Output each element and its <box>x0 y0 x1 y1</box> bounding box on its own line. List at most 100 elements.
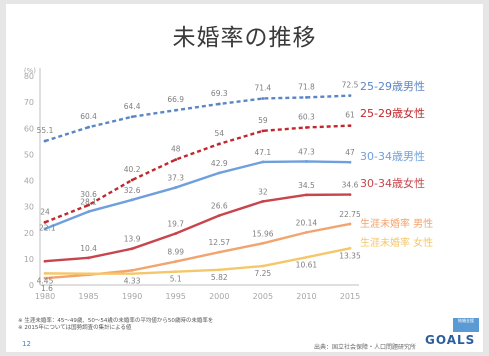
x-tick-label: 1995 <box>166 292 186 301</box>
data-point <box>349 94 352 97</box>
series-line <box>45 126 350 223</box>
data-label: 71.4 <box>255 83 272 92</box>
data-point <box>305 193 308 196</box>
data-label: 66.9 <box>167 95 184 104</box>
y-tick-label: 60 <box>24 124 34 133</box>
data-label: 59 <box>258 116 268 125</box>
data-label: 22.75 <box>339 210 361 219</box>
data-label: 1.6 <box>41 284 53 293</box>
series-legend-label: 30-34歳男性 <box>360 149 425 163</box>
data-label: 72.5 <box>342 81 359 90</box>
y-axis-unit: (%) <box>24 67 36 75</box>
data-point <box>174 260 177 263</box>
data-label: 32.6 <box>124 186 141 195</box>
data-point <box>174 109 177 112</box>
footnote-2: ※ 2015年については国勢調査の集計による値 <box>18 325 131 332</box>
slide-number: 12 <box>22 340 31 348</box>
data-label: 12.57 <box>209 238 231 247</box>
data-point <box>261 97 264 100</box>
data-point <box>87 210 90 213</box>
data-point <box>261 265 264 268</box>
data-point <box>218 172 221 175</box>
x-tick-label: 2005 <box>253 292 273 301</box>
footnote-1: ※ 生涯未婚率：45～49歳、50～54歳の未婚率の平均値から50歳時の未婚率を <box>18 318 213 325</box>
data-label: 4.33 <box>124 277 141 286</box>
data-point <box>87 126 90 129</box>
data-point <box>218 103 221 106</box>
data-label: 61 <box>345 111 355 120</box>
data-point <box>44 140 47 143</box>
data-label: 20.14 <box>296 218 318 227</box>
data-label: 10.4 <box>80 244 97 253</box>
data-point <box>349 161 352 164</box>
data-label: 54 <box>215 129 225 138</box>
data-point <box>131 115 134 118</box>
data-point <box>305 160 308 163</box>
data-label: 19.7 <box>167 220 184 229</box>
logo-badge: 結婚支援 <box>453 318 479 332</box>
data-label: 60.3 <box>298 112 315 121</box>
data-point <box>218 251 221 254</box>
y-tick-label: 20 <box>24 229 34 238</box>
series-legend-label: 生涯未婚率 男性 <box>360 217 433 230</box>
y-tick-label: 70 <box>24 98 34 107</box>
series-legend-label: 生涯未婚率 女性 <box>360 236 433 249</box>
data-label: 47.1 <box>255 148 272 157</box>
data-label: 48 <box>171 145 181 154</box>
data-label: 34.6 <box>342 181 359 190</box>
data-point <box>174 270 177 273</box>
data-point <box>218 143 221 146</box>
data-label: 7.25 <box>255 269 272 278</box>
data-point <box>349 247 352 250</box>
series-legend-label: 25-29歳男性 <box>360 79 425 93</box>
data-label: 37.3 <box>167 174 184 183</box>
data-label: 24 <box>40 207 50 216</box>
data-label: 47 <box>345 148 355 157</box>
data-point <box>218 214 221 217</box>
data-label: 5.82 <box>211 273 228 282</box>
logo-text: GOALS <box>425 333 475 347</box>
data-point <box>131 247 134 250</box>
data-label: 15.96 <box>252 229 274 238</box>
data-label: 60.4 <box>80 112 97 121</box>
data-label: 28.1 <box>80 198 97 207</box>
data-point <box>261 129 264 132</box>
data-label: 69.3 <box>211 89 228 98</box>
data-point <box>349 223 352 226</box>
x-tick-label: 2000 <box>209 292 229 301</box>
data-label: 47.3 <box>298 147 315 156</box>
data-label: 32 <box>258 187 268 196</box>
data-label: 71.8 <box>298 82 315 91</box>
data-label: 10.61 <box>296 260 318 269</box>
data-point <box>87 272 90 275</box>
y-tick-label: 10 <box>24 255 34 264</box>
data-point <box>44 272 47 275</box>
source-credit: 出典：国立社会保障・人口問題研究所 <box>314 342 416 351</box>
data-label: 5.1 <box>170 275 182 284</box>
data-point <box>87 256 90 259</box>
data-point <box>174 232 177 235</box>
y-tick-label: 30 <box>24 203 34 212</box>
data-point <box>174 158 177 161</box>
data-point <box>305 231 308 234</box>
data-point <box>305 96 308 99</box>
data-point <box>349 193 352 196</box>
x-tick-label: 1980 <box>35 292 55 301</box>
y-tick-label: 0 <box>29 281 34 290</box>
series-legend-label: 30-34歳女性 <box>360 176 425 190</box>
data-label: 26.6 <box>211 202 228 211</box>
data-point <box>131 179 134 182</box>
x-tick-label: 1985 <box>78 292 98 301</box>
y-tick-label: 50 <box>24 150 34 159</box>
data-label: 42.9 <box>211 159 228 168</box>
data-point <box>305 126 308 129</box>
data-point <box>131 269 134 272</box>
data-point <box>44 260 47 263</box>
y-tick-label: 40 <box>24 177 34 186</box>
data-point <box>218 268 221 271</box>
data-point <box>261 200 264 203</box>
data-label: 55.1 <box>37 126 54 135</box>
x-tick-label: 2010 <box>296 292 316 301</box>
x-tick-label: 2015 <box>340 292 360 301</box>
